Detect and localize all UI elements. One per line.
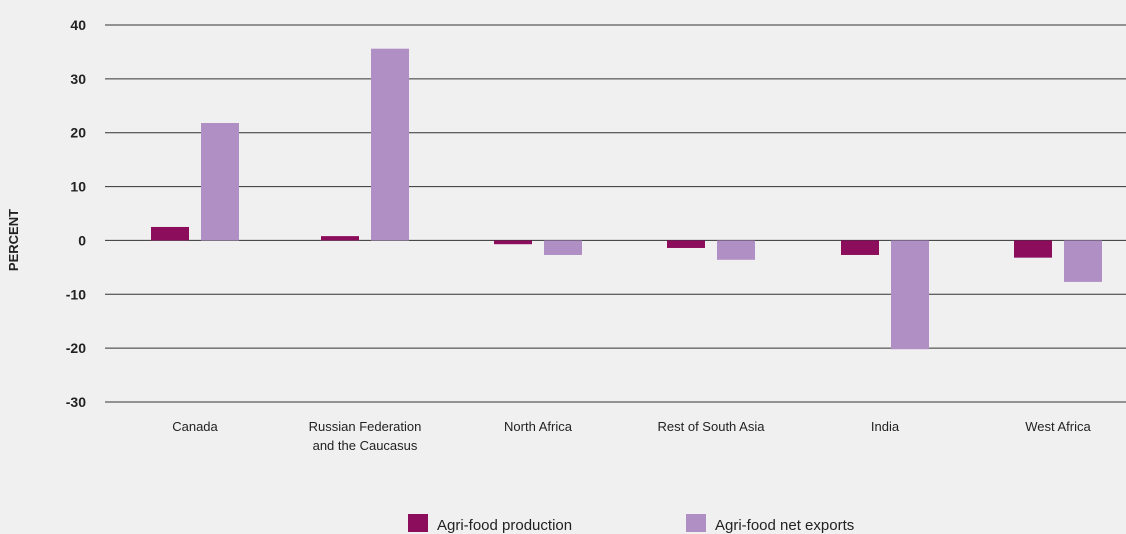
bar-production <box>151 226 189 241</box>
legend: Agri-food production Agri-food net export… <box>408 514 854 534</box>
bar-net-exports <box>891 240 929 350</box>
legend-swatch <box>408 514 428 532</box>
y-tick-label: 30 <box>70 71 86 87</box>
bar-net-exports <box>544 240 582 255</box>
category-label: India <box>871 419 900 434</box>
category-label-line: India <box>871 419 900 434</box>
y-tick-label: 40 <box>70 17 86 33</box>
bar-production <box>321 236 359 241</box>
grid-lines <box>105 24 1126 403</box>
bar-net-exports <box>1064 240 1102 282</box>
bar-production <box>841 240 879 255</box>
bar-net-exports <box>371 48 409 241</box>
legend-label: Agri-food net exports <box>715 517 854 534</box>
category-label-line: and the Caucasus <box>313 438 418 453</box>
category-label: West Africa <box>1025 419 1091 434</box>
y-tick-label: 20 <box>70 125 86 141</box>
y-axis-label: PERCENT <box>6 209 21 271</box>
legend-swatch <box>686 514 706 532</box>
category-label: Russian Federation and the Caucasus <box>309 419 422 453</box>
bars <box>151 48 1102 350</box>
y-tick-label: -10 <box>66 286 86 302</box>
category-label-line: Russian Federation <box>309 419 422 434</box>
y-tick-labels: 40 30 20 10 0 -10 -20 -30 <box>66 17 86 410</box>
bar-net-exports <box>201 123 239 241</box>
y-tick-label: 0 <box>78 232 86 248</box>
bar-net-exports <box>717 240 755 260</box>
category-label-line: Rest of South Asia <box>658 419 766 434</box>
y-tick-label: -30 <box>66 394 86 410</box>
bar-production <box>494 240 532 245</box>
y-tick-label: -20 <box>66 340 86 356</box>
y-tick-label: 10 <box>70 179 86 195</box>
bar-production <box>667 240 705 248</box>
category-label: Rest of South Asia <box>658 419 766 434</box>
category-label: Canada <box>172 419 218 434</box>
legend-label: Agri-food production <box>437 517 572 534</box>
bar-production <box>1014 240 1052 258</box>
category-label-line: North Africa <box>504 419 573 434</box>
category-label-line: West Africa <box>1025 419 1091 434</box>
category-label-line: Canada <box>172 419 218 434</box>
category-labels: Canada Russian Federation and the Caucasus… <box>172 419 1091 453</box>
category-label: North Africa <box>504 419 573 434</box>
